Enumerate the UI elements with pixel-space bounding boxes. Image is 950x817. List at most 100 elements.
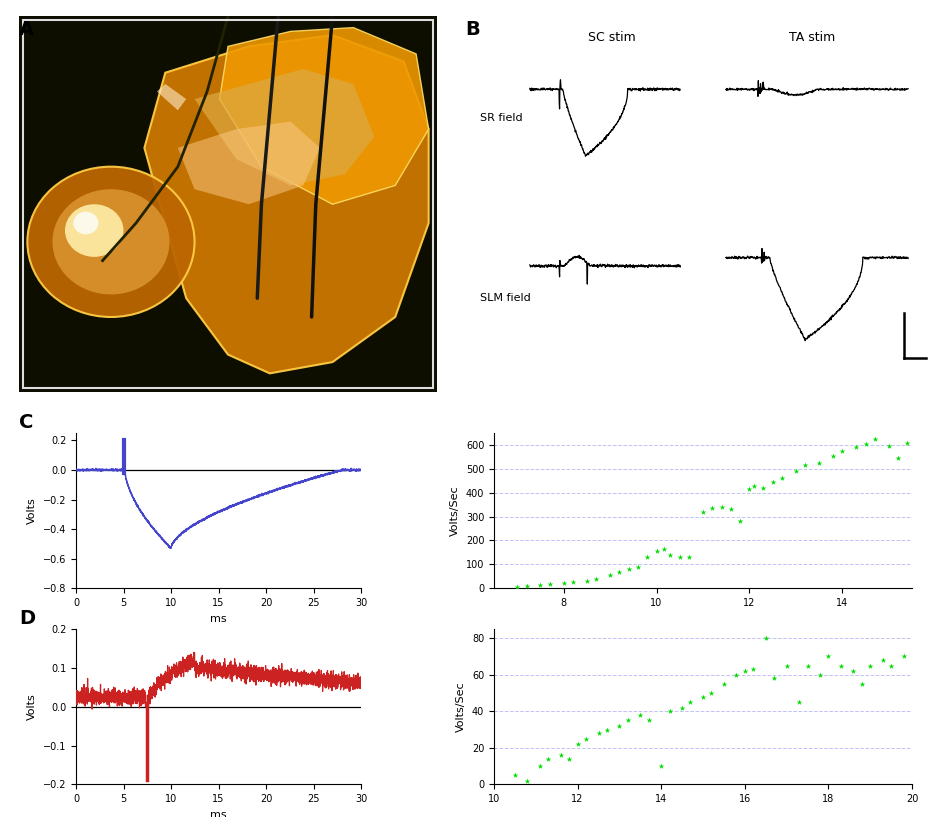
Point xyxy=(654,760,669,773)
Point xyxy=(589,572,604,585)
Point xyxy=(704,686,719,699)
Point xyxy=(705,502,720,515)
Y-axis label: Volts/Sec: Volts/Sec xyxy=(456,681,466,732)
Point xyxy=(854,677,869,690)
Point xyxy=(520,775,535,788)
Polygon shape xyxy=(178,122,320,204)
Point xyxy=(580,574,595,587)
Point xyxy=(848,441,864,454)
Point xyxy=(591,726,606,739)
Point xyxy=(732,515,748,528)
Circle shape xyxy=(65,204,124,257)
Point xyxy=(541,752,556,766)
Point xyxy=(758,632,773,645)
Point xyxy=(599,723,615,736)
Point xyxy=(656,542,671,556)
Point xyxy=(683,695,698,708)
Point xyxy=(756,481,771,494)
Point xyxy=(639,551,655,564)
Point xyxy=(765,475,780,489)
Text: D: D xyxy=(19,609,35,627)
Point xyxy=(791,695,807,708)
Point xyxy=(695,505,711,518)
Point xyxy=(746,663,761,676)
Point xyxy=(890,452,905,465)
Point xyxy=(812,668,827,681)
Circle shape xyxy=(73,212,99,234)
Point xyxy=(681,551,696,564)
Point xyxy=(774,472,789,485)
Point xyxy=(556,577,571,590)
Point xyxy=(553,748,568,761)
Text: B: B xyxy=(466,20,481,39)
Point xyxy=(612,719,627,732)
Point xyxy=(835,444,850,458)
X-axis label: ms: ms xyxy=(210,614,227,623)
Point xyxy=(532,760,547,773)
Point xyxy=(747,479,762,492)
Point xyxy=(507,769,522,782)
Point xyxy=(519,580,534,593)
Point xyxy=(767,672,782,685)
Point xyxy=(641,714,656,727)
Y-axis label: Volts/Sec: Volts/Sec xyxy=(450,485,460,536)
Text: TA stim: TA stim xyxy=(789,31,836,44)
Point xyxy=(542,578,558,591)
Point xyxy=(900,436,915,449)
Point xyxy=(875,654,890,667)
Point xyxy=(565,575,580,588)
Y-axis label: Volts: Volts xyxy=(28,694,37,720)
Text: SR field: SR field xyxy=(480,113,522,123)
Point xyxy=(826,449,841,462)
Point xyxy=(884,659,899,672)
Point xyxy=(673,551,688,564)
Point xyxy=(509,581,524,594)
Point xyxy=(742,483,757,496)
Point xyxy=(846,664,861,677)
Point xyxy=(863,659,878,672)
Point xyxy=(663,548,678,561)
Point xyxy=(882,440,897,453)
Point xyxy=(821,650,836,663)
Point xyxy=(737,664,752,677)
Polygon shape xyxy=(219,28,428,204)
Text: C: C xyxy=(19,413,33,431)
Point xyxy=(649,545,664,558)
Point xyxy=(695,690,711,703)
Polygon shape xyxy=(144,35,428,373)
Polygon shape xyxy=(19,16,437,392)
Point xyxy=(729,668,744,681)
Point xyxy=(570,738,585,751)
Point xyxy=(867,432,883,445)
Text: A: A xyxy=(19,20,34,39)
Point xyxy=(674,701,690,714)
Point xyxy=(561,752,577,766)
Text: SC stim: SC stim xyxy=(588,31,636,44)
Point xyxy=(798,458,813,471)
Point xyxy=(788,465,804,478)
Point xyxy=(620,714,636,727)
Text: SLM field: SLM field xyxy=(480,293,530,303)
Circle shape xyxy=(52,190,169,294)
Point xyxy=(779,659,794,672)
Point xyxy=(612,565,627,578)
Point xyxy=(896,650,911,663)
Polygon shape xyxy=(195,69,374,185)
Y-axis label: Volts: Volts xyxy=(28,498,37,524)
Point xyxy=(662,705,677,718)
X-axis label: ms: ms xyxy=(210,810,227,817)
Point xyxy=(714,501,730,514)
Point xyxy=(858,437,873,450)
Point xyxy=(533,578,548,592)
Point xyxy=(579,732,594,745)
Point xyxy=(723,503,738,516)
Point xyxy=(716,677,732,690)
Point xyxy=(811,457,826,470)
Circle shape xyxy=(28,167,195,317)
Point xyxy=(602,569,618,582)
Point xyxy=(631,560,646,574)
Point xyxy=(833,659,848,672)
Polygon shape xyxy=(157,84,186,110)
Point xyxy=(800,659,815,672)
Point xyxy=(633,708,648,721)
